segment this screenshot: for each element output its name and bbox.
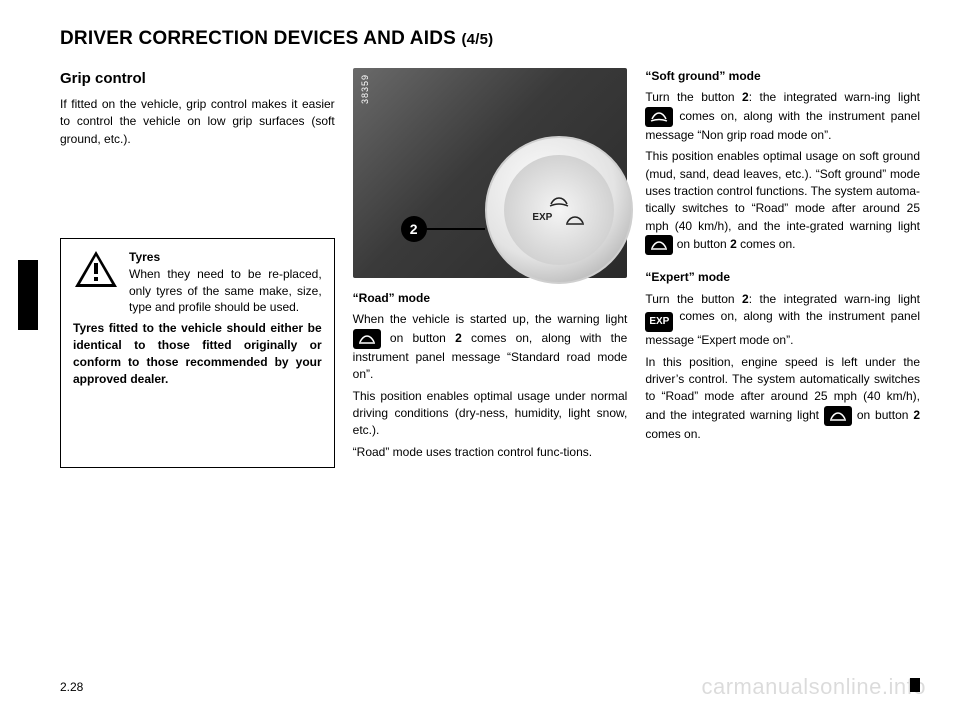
callout-2-badge: 2 (401, 216, 427, 242)
dial-zoom-circle: EXP (485, 136, 633, 284)
column-mid: 38359 2 EXP “Road” mode (353, 68, 628, 468)
ex-b: : the integrated warn-ing light (749, 292, 920, 306)
title-main: DRIVER CORRECTION DEVICES AND AIDS (60, 28, 461, 49)
tyres-line2: Tyres fitted to the vehicle should eithe… (73, 320, 322, 387)
soft-ground-p1: Turn the button 2: the integrated warn-i… (645, 89, 920, 144)
ex2b: on button (857, 408, 914, 422)
sg-a: Turn the button (645, 90, 742, 104)
column-right: “Soft ground” mode Turn the button 2: th… (645, 68, 920, 468)
dashboard-photo: 38359 2 EXP (353, 68, 628, 278)
sg2c: comes on. (737, 237, 796, 251)
road-mode-p3: “Road” mode uses traction control func-t… (353, 444, 628, 461)
sg2b: on button (677, 237, 730, 251)
road-mode-icon (353, 329, 381, 349)
road-p1a: When the vehicle is started up, the warn… (353, 312, 628, 326)
watermark: carmanualsonline.info (701, 674, 926, 700)
sg-c: comes on, along with the instrument pane… (645, 109, 920, 142)
soft-ground-heading: “Soft ground” mode (645, 68, 920, 85)
expert-mode-p2: In this position, engine speed is left u… (645, 354, 920, 444)
road-p1b-num: 2 (455, 331, 462, 345)
title-sub: (4/5) (461, 31, 493, 48)
tyres-warning-box: Tyres When they need to be re-placed, on… (60, 238, 335, 468)
sg2a: This position enables optimal usage on s… (645, 149, 920, 233)
soft-ground-mode-icon (645, 107, 673, 127)
ex-a: Turn the button (645, 292, 742, 306)
expert-mode-p1: Turn the button 2: the integrated warn-i… (645, 291, 920, 350)
sg2b-num: 2 (730, 237, 737, 251)
dial-inner: EXP (504, 155, 614, 265)
road-dial-icon (564, 212, 586, 226)
road-mode-p2: This position enables optimal usage unde… (353, 388, 628, 440)
content-columns: Grip control If fitted on the vehicle, g… (60, 68, 920, 468)
road-mode-heading: “Road” mode (353, 290, 628, 307)
dial-exp-label: EXP (532, 211, 552, 226)
road-mode-icon-2 (645, 235, 673, 255)
warning-text-block: Tyres When they need to be re-placed, on… (129, 249, 322, 316)
tyres-line1: When they need to be re-placed, only tyr… (129, 267, 322, 315)
soft-ground-p2: This position enables optimal usage on s… (645, 148, 920, 255)
soft-ground-icon (548, 194, 570, 208)
grip-control-para: If fitted on the vehicle, grip control m… (60, 96, 335, 148)
road-mode-icon-3 (824, 406, 852, 426)
road-p1b: on button (390, 331, 455, 345)
column-left: Grip control If fitted on the vehicle, g… (60, 68, 335, 468)
ex2b-num: 2 (913, 408, 920, 422)
photo-id: 38359 (359, 74, 372, 104)
page-title: DRIVER CORRECTION DEVICES AND AIDS (4/5) (60, 28, 920, 50)
ex-c: comes on, along with the instrument pane… (645, 309, 920, 347)
warning-triangle-icon (73, 249, 119, 289)
tyres-label: Tyres (129, 250, 160, 264)
sg-b: : the integrated warn-ing light (749, 90, 920, 104)
section-tab (18, 260, 38, 330)
ex2c: comes on. (645, 427, 700, 441)
road-mode-p1: When the vehicle is started up, the warn… (353, 311, 628, 383)
page-number: 2.28 (60, 680, 83, 694)
grip-control-heading: Grip control (60, 68, 335, 90)
sg-a-num: 2 (742, 90, 749, 104)
callout-2-line (425, 228, 485, 230)
warning-header: Tyres When they need to be re-placed, on… (73, 249, 322, 316)
ex-a-num: 2 (742, 292, 749, 306)
expert-mode-icon: EXP (645, 312, 673, 332)
expert-mode-heading: “Expert” mode (645, 269, 920, 286)
